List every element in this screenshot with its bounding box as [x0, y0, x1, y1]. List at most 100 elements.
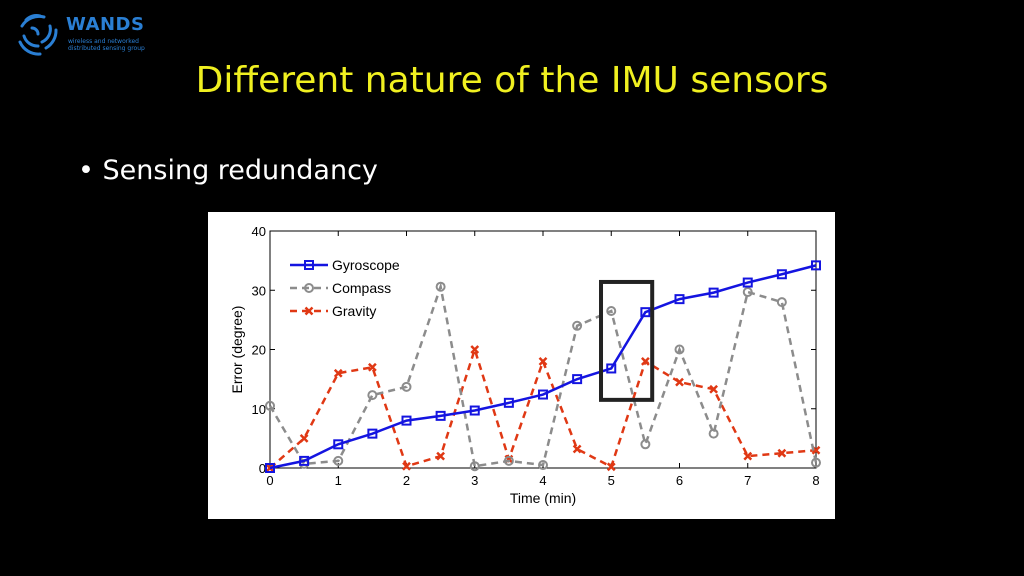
compass-point — [572, 320, 583, 331]
y-tick-label: 10 — [252, 402, 266, 417]
gravity-point — [299, 433, 309, 443]
gyroscope-point — [304, 260, 314, 270]
gravity-point — [709, 384, 719, 394]
gyroscope-point — [811, 260, 821, 271]
gravity-point-stroke — [811, 445, 821, 455]
compass-point — [606, 305, 617, 316]
x-tick-label: 5 — [608, 473, 615, 488]
x-tick-label: 6 — [676, 473, 683, 488]
logo-tagline-line-2: distributed sensing group — [68, 45, 145, 52]
gravity-legend-label: Gravity — [332, 303, 376, 319]
x-tick-label: 1 — [335, 473, 342, 488]
gravity-point — [572, 444, 582, 454]
gyroscope-point — [708, 287, 719, 298]
gravity-point — [436, 451, 446, 461]
bullet-text: Sensing redundancy — [102, 155, 378, 186]
gyroscope-point — [333, 439, 344, 450]
y-tick-label: 30 — [252, 283, 266, 298]
gravity-point-stroke — [572, 444, 582, 454]
y-tick-label: 0 — [259, 461, 266, 476]
gravity-point-stroke — [367, 362, 377, 372]
gyroscope-point — [299, 455, 310, 466]
compass-point — [469, 461, 480, 472]
gyroscope-point — [742, 277, 753, 288]
gravity-point-stroke — [538, 356, 548, 366]
gravity-point-stroke — [640, 356, 650, 366]
compass-point — [640, 439, 651, 450]
compass-point — [304, 283, 314, 293]
gravity-point-stroke — [402, 461, 411, 471]
gravity-point — [606, 462, 616, 472]
compass-point — [811, 457, 821, 468]
gravity-point — [402, 461, 411, 471]
gyroscope-point — [469, 405, 480, 416]
legend: Gyroscope Compass Gravity — [290, 257, 400, 319]
gravity-point-stroke — [709, 384, 719, 394]
line-chart: 0 1 2 3 4 5 6 7 8 0 10 20 30 40 Time (min) Error (degre… — [229, 224, 821, 506]
x-tick-label: 8 — [812, 473, 819, 488]
gravity-point-stroke — [606, 462, 616, 472]
y-tick-label: 40 — [252, 224, 266, 239]
logo-tagline-line-1: wireless and networked — [68, 38, 139, 45]
gravity-point — [304, 306, 314, 316]
bullet-marker: • — [78, 155, 94, 186]
x-tick-label: 2 — [403, 473, 410, 488]
gravity-point-stroke — [743, 451, 753, 461]
compass-point — [503, 455, 514, 466]
gravity-point-stroke — [299, 433, 309, 443]
gyroscope-series-line — [269, 264, 817, 470]
gravity-point-stroke — [470, 345, 480, 354]
compass-point — [265, 400, 275, 411]
gyroscope-point — [367, 428, 378, 439]
x-tick-label: 7 — [744, 473, 751, 488]
gravity-point — [743, 451, 753, 461]
plot-frame — [269, 230, 817, 469]
gravity-point-stroke — [304, 306, 314, 316]
compass-point — [538, 460, 548, 471]
bullet-item: • Sensing redundancy — [78, 155, 378, 186]
gyroscope-point — [776, 269, 787, 280]
gyroscope-point — [640, 307, 651, 318]
gravity-point — [333, 368, 343, 378]
highlight-box — [599, 279, 655, 402]
logo-name: WANDS — [66, 14, 145, 35]
slide-title: Different nature of the IMU sensors — [195, 60, 829, 101]
gravity-point — [367, 362, 377, 372]
gyroscope-point — [606, 363, 617, 374]
y-tick-label: 20 — [252, 343, 266, 358]
y-axis-label: Error (degree) — [229, 306, 245, 394]
compass-point — [708, 428, 719, 439]
compass-point — [742, 287, 753, 298]
compass-point — [401, 381, 412, 392]
gyroscope-point — [401, 415, 412, 426]
gravity-point — [675, 377, 684, 387]
wands-logo-icon — [18, 14, 58, 56]
gyroscope-point — [572, 374, 583, 385]
gravity-point — [640, 356, 650, 366]
x-tick-label: 0 — [266, 473, 273, 488]
x-tick-label: 4 — [539, 473, 546, 488]
gravity-point-stroke — [675, 377, 684, 387]
gravity-point — [777, 448, 787, 458]
gyroscope-point — [435, 410, 446, 421]
chart-panel: 0 1 2 3 4 5 6 7 8 0 10 20 30 40 Time (min) Error (degre… — [208, 212, 835, 519]
gyroscope-point — [538, 389, 548, 400]
logo-tagline: wireless and networked distributed sensi… — [68, 38, 168, 52]
compass-series-line — [268, 281, 818, 468]
compass-point — [435, 281, 446, 292]
logo: WANDS wireless and networked distributed… — [16, 12, 166, 58]
gravity-point — [538, 356, 548, 366]
compass-point — [674, 344, 685, 355]
compass-point — [333, 455, 344, 466]
x-axis-label: Time (min) — [510, 490, 576, 506]
gravity-point — [470, 345, 480, 354]
gyroscope-point — [265, 463, 275, 473]
compass-point — [776, 297, 787, 308]
gravity-point-stroke — [436, 451, 446, 461]
gyroscope-point — [674, 294, 685, 305]
gyroscope-legend-label: Gyroscope — [332, 257, 400, 273]
gyroscope-point — [503, 397, 514, 408]
compass-legend-label: Compass — [332, 280, 391, 296]
compass-point — [367, 390, 378, 401]
gravity-point-stroke — [777, 448, 787, 458]
